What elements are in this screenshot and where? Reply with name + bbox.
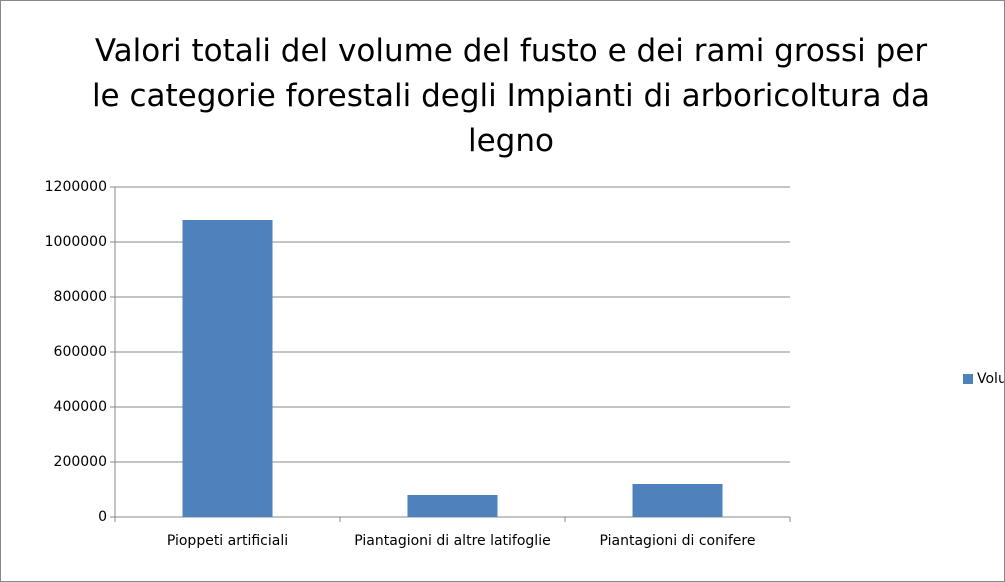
x-tick-label: Pioppeti artificiali	[166, 533, 289, 549]
y-tick-label: 800000	[54, 289, 107, 305]
bar	[182, 220, 273, 517]
y-tick-label: 1200000	[45, 179, 107, 195]
legend-swatch	[963, 374, 973, 384]
x-tick-label: Piantagioni di conifere	[599, 533, 756, 549]
bar	[632, 484, 723, 517]
legend-label: Volume totale (m3)	[977, 371, 1004, 387]
x-tick-label: Piantagioni di altre latifoglie	[354, 533, 551, 549]
bar	[407, 495, 498, 517]
y-tick-label: 0	[98, 509, 107, 525]
y-tick-label: 400000	[54, 399, 107, 415]
chart-title: Valori totali del volume del fusto e dei…	[91, 33, 931, 159]
y-tick-label: 600000	[54, 344, 107, 360]
y-tick-label: 1000000	[45, 234, 107, 250]
y-tick-label: 200000	[54, 454, 107, 470]
